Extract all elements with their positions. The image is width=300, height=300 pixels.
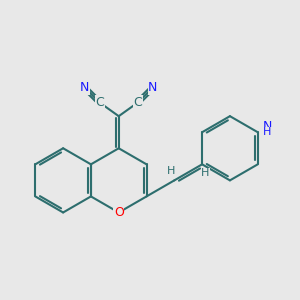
Text: N: N bbox=[148, 81, 158, 94]
Text: N: N bbox=[263, 120, 272, 133]
Text: H: H bbox=[263, 128, 272, 137]
Text: O: O bbox=[114, 206, 124, 219]
Text: H: H bbox=[201, 169, 210, 178]
Text: H: H bbox=[167, 166, 175, 176]
Text: N: N bbox=[80, 81, 89, 94]
Text: C: C bbox=[134, 96, 142, 109]
Text: C: C bbox=[95, 96, 104, 109]
